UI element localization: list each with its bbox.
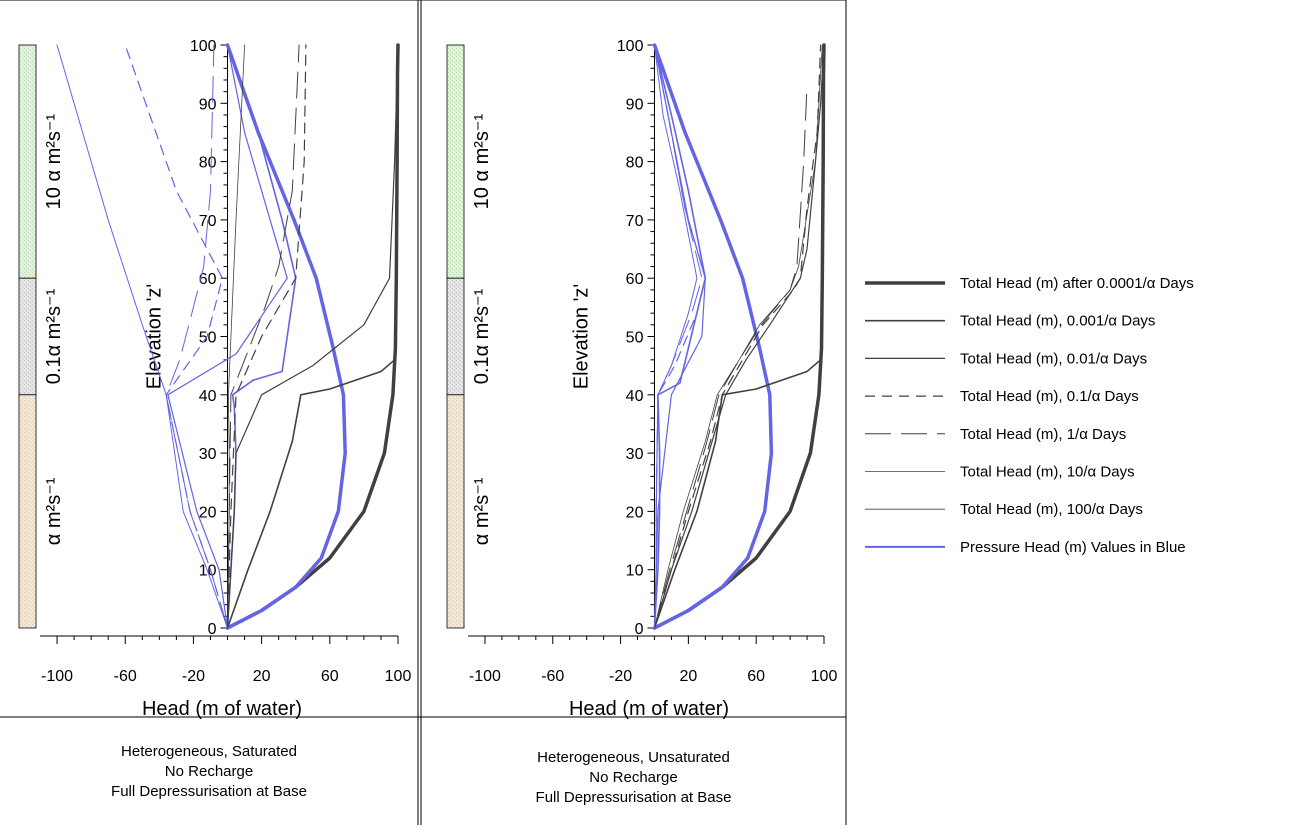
total-head-series-12: [227, 44, 246, 629]
caption-line-2: No Recharge: [589, 769, 677, 786]
y-tick-label: 80: [626, 155, 644, 172]
caption-line-1: Heterogeneous, Saturated: [121, 743, 297, 760]
legend-label-2: Total Head (m), 0.001/α Days: [960, 313, 1155, 330]
y-tick-label: 70: [626, 213, 644, 230]
y-tick-label: 80: [199, 155, 217, 172]
total-head-series-3: [226, 44, 399, 629]
pressure-head-series-4: [653, 44, 707, 629]
legend-label-7: Total Head (m), 100/α Days: [960, 501, 1143, 518]
y-tick-label: 40: [626, 388, 644, 405]
layer-label-2: 0.1α m²s⁻¹: [43, 288, 65, 384]
y-tick-label: 20: [626, 504, 644, 521]
legend-label-8: Pressure Head (m) Values in Blue: [960, 539, 1186, 556]
x-tick-label: 100: [385, 668, 412, 685]
layer-label-3: α m²s⁻¹: [43, 477, 65, 545]
layer-bar-2: [446, 277, 465, 396]
layer-bar-2: [18, 277, 37, 396]
total-head-series-5: [226, 44, 399, 629]
total-head-series-9: [227, 44, 300, 629]
layer-bar-1: [18, 44, 37, 279]
pressure-head-series-6: [167, 44, 288, 629]
legend: Total Head (m) after 0.0001/α Days Total …: [865, 275, 1194, 556]
x-tick-label: 60: [321, 668, 339, 685]
x-axis-title: Head (m of water): [569, 698, 729, 720]
y-axis-title: Elevation 'z': [144, 284, 166, 389]
caption-line-1: Heterogeneous, Unsaturated: [537, 749, 730, 766]
y-tick-label: 90: [199, 96, 217, 113]
pressure-head-series-2: [225, 43, 347, 630]
total-head-series-11: [654, 44, 823, 629]
y-tick-label: 0: [208, 621, 217, 638]
y-tick-label: 40: [199, 388, 217, 405]
layer-label-1: 10 α m²s⁻¹: [43, 114, 65, 210]
y-tick-label: 50: [199, 330, 217, 347]
caption-line-2: No Recharge: [165, 763, 253, 780]
layer-bar-3: [18, 394, 37, 629]
y-tick-label: 10: [626, 563, 644, 580]
y-tick-label: 100: [617, 38, 644, 55]
total-head-series-7: [226, 44, 307, 629]
caption-line-3: Full Depressurisation at Base: [536, 789, 732, 806]
pressure-head-series-2: [652, 43, 774, 630]
y-tick-label: 30: [626, 446, 644, 463]
y-tick-label: 100: [190, 38, 217, 55]
layer-bar-3: [446, 394, 465, 629]
x-axis-title: Head (m of water): [142, 698, 302, 720]
layer-label-2: 0.1α m²s⁻¹: [471, 288, 493, 384]
legend-label-5: Total Head (m), 1/α Days: [960, 426, 1126, 443]
legend-label-6: Total Head (m), 10/α Days: [960, 464, 1135, 481]
y-tick-label: 60: [199, 271, 217, 288]
y-axis-title: Elevation 'z': [570, 284, 592, 389]
x-tick-label: -60: [541, 668, 564, 685]
layer-bar-1: [446, 44, 465, 279]
x-tick-label: 60: [747, 668, 765, 685]
caption-line-3: Full Depressurisation at Base: [111, 783, 307, 800]
legend-label-4: Total Head (m), 0.1/α Days: [960, 388, 1139, 405]
pressure-head-series-12: [654, 44, 698, 629]
y-tick-label: 90: [626, 96, 644, 113]
x-tick-label: -20: [182, 668, 205, 685]
pressure-head-series-10: [165, 44, 228, 629]
chart-panel-1: 10 α m²s⁻¹ 0.1α m²s⁻¹ α m²s⁻¹ -100 -60 -20 20 6…: [18, 38, 412, 800]
total-head-series-1: [225, 43, 400, 630]
y-tick-label: 20: [199, 504, 217, 521]
x-tick-label: -60: [114, 668, 137, 685]
y-tick-label: 0: [635, 621, 644, 638]
x-tick-label: 20: [253, 668, 271, 685]
x-tick-label: 20: [679, 668, 697, 685]
y-tick-label: 60: [626, 271, 644, 288]
x-tick-label: -20: [609, 668, 632, 685]
layer-label-3: α m²s⁻¹: [471, 477, 493, 545]
x-tick-label: -100: [41, 668, 73, 685]
legend-label-3: Total Head (m), 0.01/α Days: [960, 350, 1147, 367]
chart-panel-2: 10 α m²s⁻¹ 0.1α m²s⁻¹ α m²s⁻¹ -100 -60 -20 20 6…: [446, 38, 838, 806]
x-tick-label: 100: [811, 668, 838, 685]
total-head-series-3: [653, 44, 825, 629]
y-tick-label: 50: [626, 330, 644, 347]
pressure-head-series-11: [56, 44, 228, 629]
pressure-head-series-8: [124, 44, 229, 629]
total-head-series-7: [653, 44, 822, 629]
y-tick-label: 30: [199, 446, 217, 463]
layer-label-1: 10 α m²s⁻¹: [471, 114, 493, 210]
legend-label-1: Total Head (m) after 0.0001/α Days: [960, 275, 1194, 292]
x-tick-label: -100: [469, 668, 501, 685]
